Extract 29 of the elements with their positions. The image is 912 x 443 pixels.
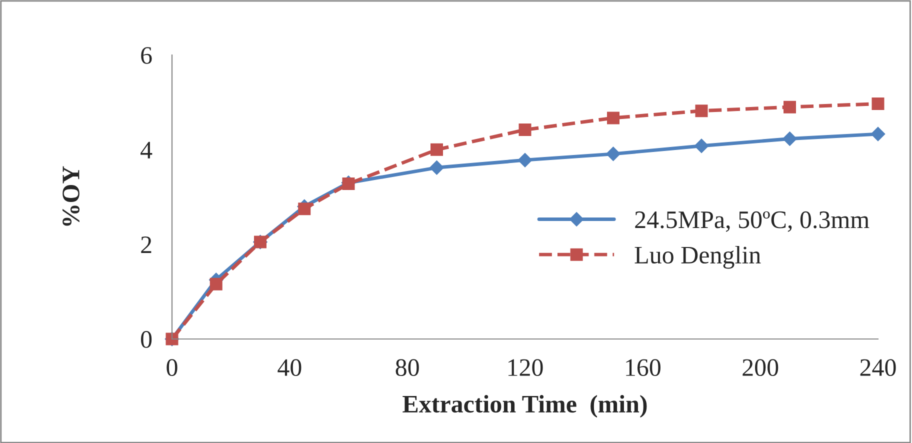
legend-label: 24.5MPa, 50ºC, 0.3mm xyxy=(635,211,870,232)
point xyxy=(518,124,532,136)
x-tick-label: 120 xyxy=(508,359,543,376)
point xyxy=(782,132,797,146)
y-tick-label: 4 xyxy=(140,142,152,158)
point xyxy=(694,138,709,153)
point xyxy=(210,278,222,290)
point xyxy=(607,112,620,124)
y-axis-title: %OY xyxy=(62,166,80,226)
x-tick-label: 160 xyxy=(626,359,660,376)
point xyxy=(784,100,796,114)
y-tick-label: 6 xyxy=(141,47,152,64)
point xyxy=(298,202,311,216)
point xyxy=(695,104,708,118)
point xyxy=(518,153,532,168)
point xyxy=(606,146,620,162)
legend-label: Luo Denglin xyxy=(634,246,761,269)
x-tick-label: 0 xyxy=(166,359,178,376)
x-axis-title: Extraction Time (min) xyxy=(402,395,647,418)
x-tick-label: 40 xyxy=(278,359,302,376)
y-tick-label: 2 xyxy=(141,236,152,254)
point xyxy=(430,143,443,156)
point xyxy=(872,98,884,110)
y-tick-label: 0 xyxy=(141,331,152,348)
x-tick-label: 200 xyxy=(742,359,778,376)
point xyxy=(870,126,886,142)
point xyxy=(430,160,444,175)
x-tick-label: 240 xyxy=(860,359,896,376)
x-tick-label: 80 xyxy=(396,359,419,376)
